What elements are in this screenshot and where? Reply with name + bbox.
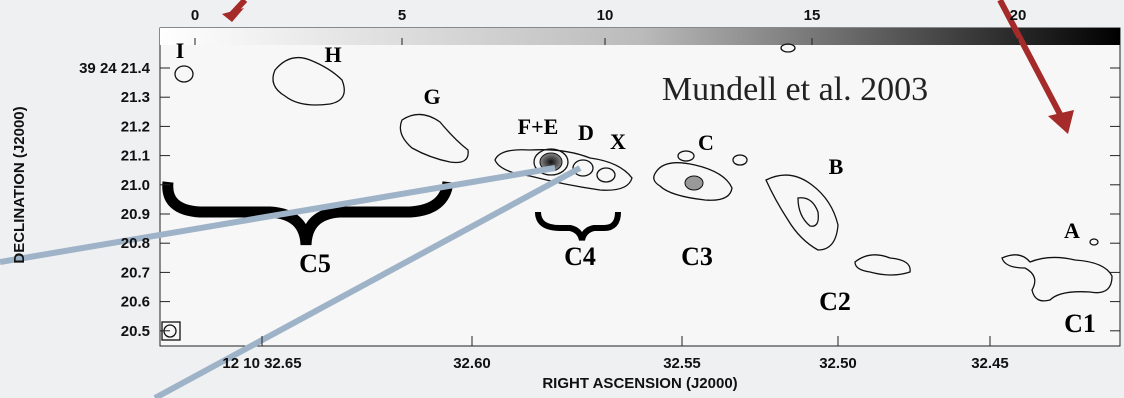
y-tick-label: 21.2 — [121, 118, 150, 135]
colorbar-tick-label: 10 — [597, 7, 614, 24]
component-label: G — [423, 84, 440, 109]
y-tick-label: 20.6 — [121, 294, 150, 311]
y-tick-label: 21.3 — [121, 89, 150, 106]
x-tick-label: 32.55 — [663, 355, 701, 372]
y-axis-label: DECLINATION (J2000) — [11, 106, 28, 263]
component-label: D — [578, 120, 594, 145]
component-label: X — [610, 129, 626, 154]
group-label: C3 — [681, 242, 713, 271]
y-tick-label: 21.1 — [121, 148, 150, 165]
colorbar-tick-label: 0 — [191, 7, 199, 24]
component-label: F+E — [518, 114, 559, 139]
x-tick-label: 32.45 — [971, 355, 1009, 372]
group-label: C2 — [819, 287, 851, 316]
group-label: C4 — [564, 242, 596, 271]
component-label: B — [829, 154, 844, 179]
component-label: I — [176, 38, 185, 63]
colorbar-tick-label: 20 — [1010, 7, 1027, 24]
y-tick-label: 20.7 — [121, 264, 150, 281]
figure: Mundell et al. 2003 RIGHT ASCENSION (J20… — [0, 0, 1124, 398]
colorbar-tick-label: 15 — [804, 7, 821, 24]
y-tick-label: 20.9 — [121, 206, 150, 223]
colorbar — [160, 28, 1120, 45]
annotation: Mundell et al. 2003 — [662, 71, 928, 108]
y-tick-label: 20.5 — [121, 323, 150, 340]
group-label: C1 — [1064, 309, 1096, 338]
colorbar-tick-label: 5 — [398, 7, 406, 24]
component-label: C — [698, 130, 714, 155]
x-axis-label: RIGHT ASCENSION (J2000) — [542, 375, 737, 392]
x-tick-label: 32.50 — [819, 355, 857, 372]
group-label: C5 — [299, 249, 331, 278]
component-label: H — [324, 42, 341, 67]
y-tick-label: 20.8 — [121, 235, 150, 252]
plot-frame — [160, 28, 1120, 346]
component-label: A — [1064, 218, 1080, 243]
y-tick-label: 21.0 — [121, 177, 150, 194]
x-tick-label: 32.60 — [453, 355, 491, 372]
x-tick-label: 12 10 32.65 — [222, 355, 301, 372]
y-tick-label: 39 24 21.4 — [79, 60, 151, 77]
